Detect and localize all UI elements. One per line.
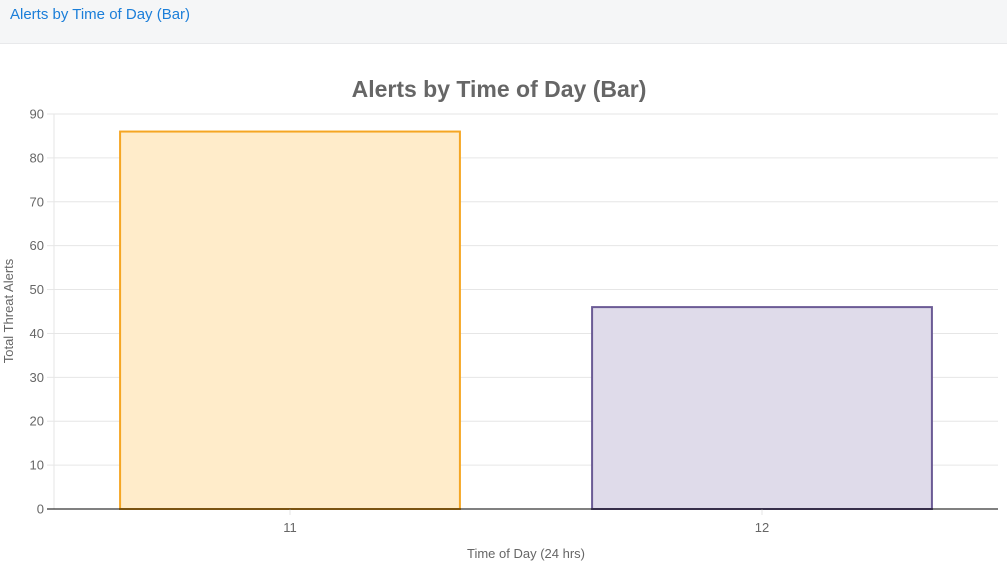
y-tick-label: 0 [37,502,44,517]
y-tick-label: 50 [30,282,44,297]
y-tick-label: 80 [30,150,44,165]
panel-title[interactable]: Alerts by Time of Day (Bar) [10,6,191,23]
y-tick-label: 70 [30,194,44,209]
y-axis-label: Total Threat Alerts [1,258,16,363]
y-tick-label: 30 [30,370,44,385]
y-tick-label: 60 [30,238,44,253]
chart-title: Alerts by Time of Day (Bar) [352,76,647,102]
bars [119,130,933,511]
y-tick-label: 90 [30,107,44,122]
x-axis-label: Time of Day (24 hrs) [467,546,585,561]
y-axis-ticks: 0 10 20 30 40 50 60 70 80 90 [30,107,54,517]
x-tick-label: 12 [755,520,769,535]
bar-11[interactable] [119,130,461,511]
y-tick-label: 10 [30,458,44,473]
bar-chart: Alerts by Time of Day (Bar) 0 10 20 30 40 50 6… [1,76,998,561]
bar-12[interactable] [591,306,933,510]
x-tick-label: 11 [283,520,297,535]
x-axis-ticks: 11 12 [283,509,769,535]
y-tick-label: 20 [30,414,44,429]
y-tick-label: 40 [30,326,44,341]
panel-header: Alerts by Time of Day (Bar) [0,0,1007,44]
